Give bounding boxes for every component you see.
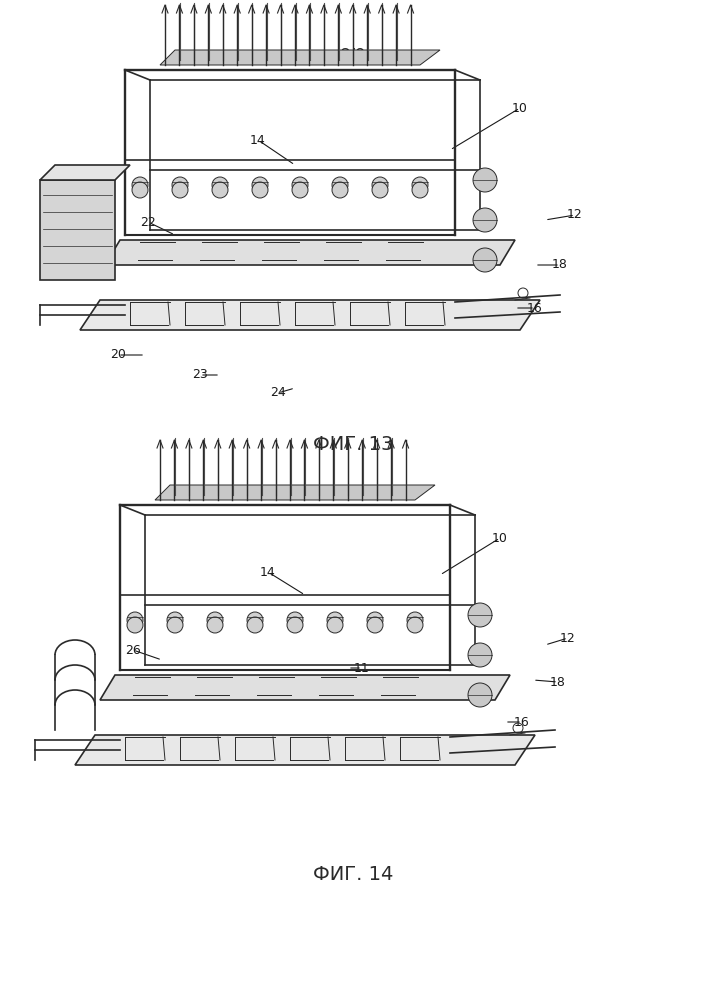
Text: 18: 18 [550,676,566,688]
Text: 20: 20 [110,349,126,361]
Text: ФИГ. 14: ФИГ. 14 [312,865,393,884]
Circle shape [407,617,423,633]
Circle shape [372,177,388,193]
Circle shape [468,643,492,667]
Polygon shape [40,180,115,280]
Circle shape [252,182,268,198]
Circle shape [327,612,343,628]
Polygon shape [40,165,130,180]
Text: 26: 26 [125,644,141,656]
Polygon shape [105,240,515,265]
Circle shape [468,683,492,707]
Polygon shape [100,675,510,700]
Circle shape [207,617,223,633]
Text: 14: 14 [260,566,276,578]
Circle shape [367,612,383,628]
Text: 10: 10 [512,102,528,114]
Text: 18: 18 [552,258,568,271]
Circle shape [473,168,497,192]
Circle shape [412,182,428,198]
Text: 16: 16 [514,716,530,728]
Text: 24: 24 [270,386,286,399]
Circle shape [468,603,492,627]
Circle shape [332,177,348,193]
Circle shape [372,182,388,198]
Circle shape [287,617,303,633]
Text: ФИГ. 13: ФИГ. 13 [312,436,393,454]
Circle shape [247,617,263,633]
Text: 11: 11 [360,248,376,261]
Circle shape [127,612,143,628]
Circle shape [172,177,188,193]
Polygon shape [75,735,535,765]
Circle shape [167,617,183,633]
Circle shape [327,617,343,633]
Circle shape [407,612,423,628]
Circle shape [412,177,428,193]
Text: 22: 22 [140,216,156,229]
Text: 8/9: 8/9 [339,46,366,64]
Text: 12: 12 [560,632,576,645]
Circle shape [172,182,188,198]
Circle shape [132,182,148,198]
Circle shape [473,208,497,232]
Text: 10: 10 [492,532,508,544]
Text: 12: 12 [567,209,583,222]
Circle shape [132,177,148,193]
Circle shape [473,248,497,272]
Polygon shape [155,485,435,500]
Circle shape [207,612,223,628]
Circle shape [212,177,228,193]
Circle shape [212,182,228,198]
Circle shape [292,177,308,193]
Text: 16: 16 [527,302,543,314]
Circle shape [252,177,268,193]
Text: 11: 11 [354,662,370,674]
Circle shape [247,612,263,628]
Circle shape [332,182,348,198]
Text: 23: 23 [192,368,208,381]
Circle shape [292,182,308,198]
Circle shape [127,617,143,633]
Circle shape [167,612,183,628]
Circle shape [367,617,383,633]
Circle shape [287,612,303,628]
Polygon shape [80,300,540,330]
Text: 14: 14 [250,133,266,146]
Polygon shape [160,50,440,65]
